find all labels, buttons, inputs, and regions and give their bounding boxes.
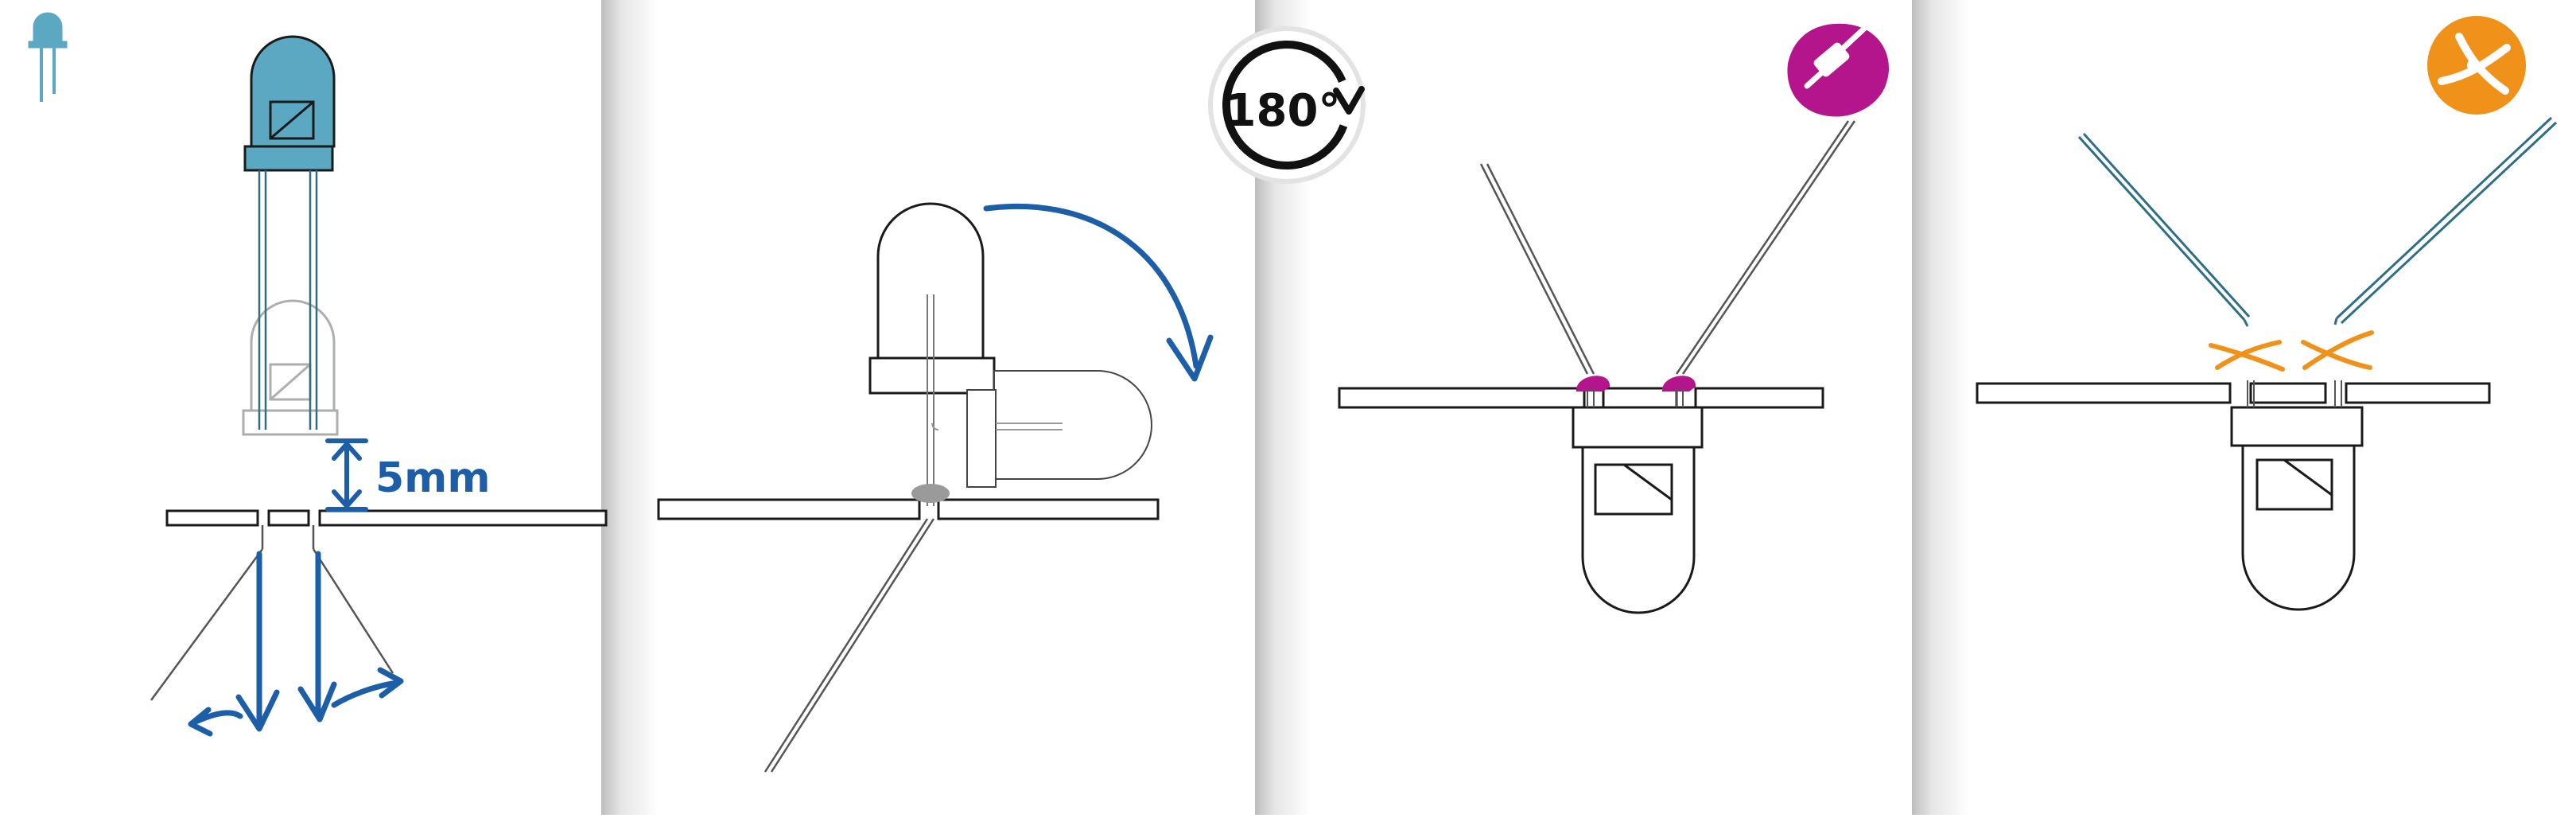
soldering-iron-icon: [1787, 23, 1890, 117]
bent-leads: [150, 525, 394, 701]
circuit-board: [1976, 382, 2491, 404]
solder-blob: [911, 484, 950, 503]
bent-lead: [763, 518, 935, 773]
panel-cut-legs: [1976, 16, 2558, 611]
dimension-5mm: [325, 438, 368, 512]
led-horizontal-ghost: [931, 370, 1152, 488]
led-inverted-outline: [1572, 388, 1704, 614]
circuit-board: [165, 509, 608, 527]
panel-flip-board: 180°: [657, 26, 1366, 773]
led-blue: [243, 35, 336, 430]
panel-solder-legs: [1338, 23, 1890, 614]
led-ghost: [242, 299, 339, 436]
panel-insert-led: 5mm: [28, 12, 608, 737]
led-leads: [258, 170, 318, 430]
flip-arrow: [983, 203, 1214, 382]
led-icon: [28, 12, 68, 102]
rotate-180-icon: 180°: [1208, 26, 1366, 184]
led-inverted-outline: [2230, 380, 2364, 611]
cut-leads: [2077, 116, 2558, 327]
dimension-label: 5mm: [375, 454, 491, 502]
rotate-label: 180°: [1226, 85, 1341, 137]
circuit-board: [1338, 387, 1824, 409]
led-upright-outline: [868, 202, 996, 506]
wire-cutter-icon: [2427, 16, 2526, 115]
angled-leads: [1479, 120, 1856, 375]
circuit-board: [657, 498, 1160, 520]
pull-arrows: [188, 551, 404, 737]
solder-joints: [1576, 376, 1696, 391]
cut-marks: [2209, 330, 2374, 372]
